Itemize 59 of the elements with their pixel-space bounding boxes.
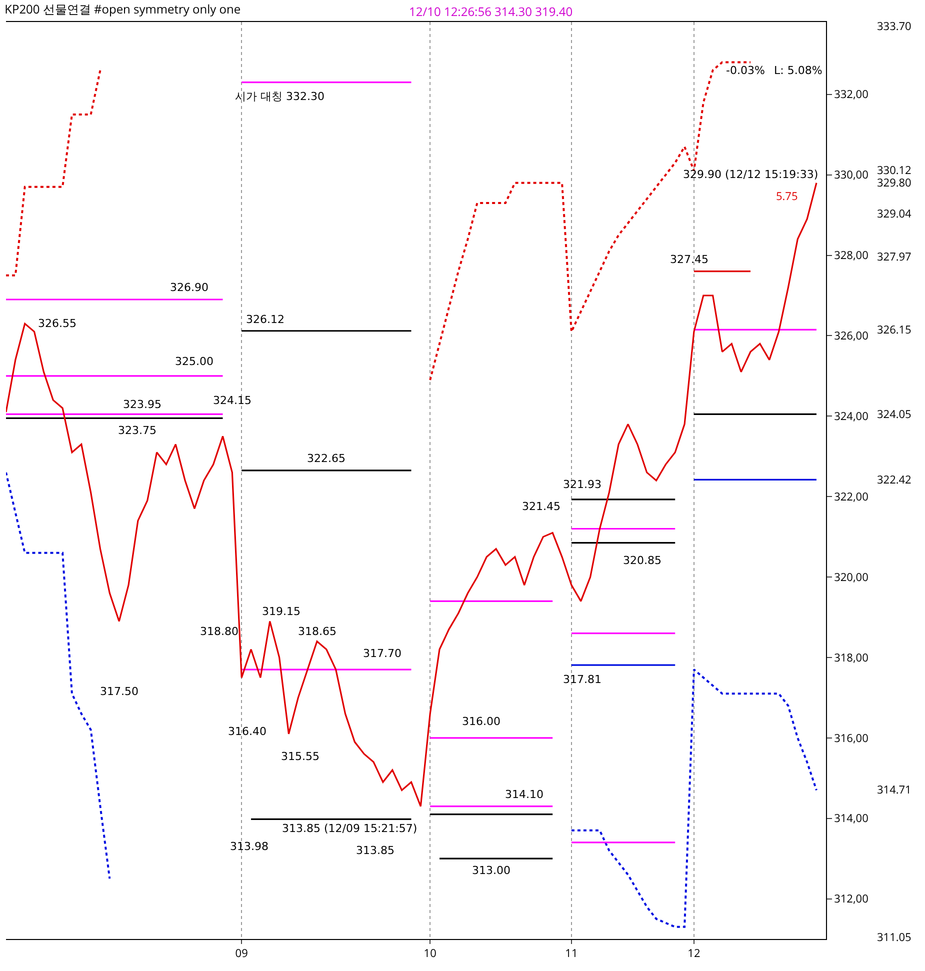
y2-tick-label: 329.04: [877, 206, 912, 222]
annotation: 326.90: [170, 281, 208, 294]
annotation: 325.00: [175, 355, 214, 368]
annotation: 322.65: [307, 452, 346, 465]
annotation: 313.00: [472, 864, 510, 877]
annotation: 329.90 (12/12 15:19:33): [683, 168, 818, 181]
annotation: 315.55: [281, 750, 320, 763]
annotation: 313.98: [230, 840, 268, 853]
y-tick-label: 318,00: [834, 650, 868, 666]
line-series: [6, 182, 818, 808]
y-tick-label: 312,00: [834, 892, 868, 907]
x-tick-label: 10: [424, 946, 436, 962]
annotation: 313.85 (12/09 15:21:57): [282, 822, 418, 835]
y2-tick-label: 324.05: [877, 406, 912, 422]
annotation: 시가 대칭 332.30: [235, 90, 324, 103]
y-tick-label: 314,00: [834, 811, 868, 826]
annotation: 318.65: [298, 625, 336, 638]
y2-tick-label: 333.70: [877, 18, 912, 34]
annotation: 323.95: [123, 398, 162, 411]
annotation: 314.10: [505, 788, 544, 801]
y-tick-label: 324,00: [834, 409, 868, 424]
y-tick-label: 328,00: [834, 248, 868, 264]
x-tick-label: 09: [235, 946, 248, 962]
y-tick-label: 326,00: [834, 328, 868, 344]
y2-tick-label: 329.80: [877, 176, 912, 191]
annotation: 326.55: [38, 317, 76, 330]
annotation: 317.81: [563, 673, 602, 686]
annotation: 327.45: [670, 253, 708, 266]
y2-tick-label: 327.97: [877, 249, 912, 264]
annotation: 5.75: [776, 189, 798, 204]
annotation: 326.12: [246, 313, 284, 326]
y-tick-label: 332,00: [834, 87, 868, 102]
x-tick-label: 12: [688, 946, 700, 962]
y2-tick-label: 326.15: [877, 322, 912, 338]
annotation: 321.45: [522, 500, 560, 513]
annotation: -0.03%: [726, 64, 765, 77]
annotation: L: 5.08%: [774, 64, 822, 77]
annotation: 316.40: [228, 725, 266, 738]
y-tick-label: 316,00: [834, 730, 868, 746]
y2-tick-label: 314.71: [877, 782, 912, 798]
annotation: 319.15: [262, 605, 300, 618]
annotation: 316.00: [462, 715, 500, 728]
y-tick-label: 320,00: [834, 570, 868, 585]
annotation: 318.80: [200, 625, 238, 638]
annotation: 324.15: [213, 394, 252, 407]
annotation: 313.85: [356, 844, 394, 857]
chart-title: KP200 선물연결 #open symmetry only one: [4, 0, 241, 18]
annotation: 323.75: [118, 424, 156, 437]
y2-tick-label: 330.12: [877, 162, 912, 178]
y-tick-label: 322,00: [834, 489, 868, 504]
chart-subtitle: 12/10 12:26:56 314.30 319.40: [409, 3, 573, 20]
y-tick-label: 330,00: [834, 168, 868, 183]
annotation: 317.50: [100, 685, 138, 698]
annotation: 317.70: [363, 647, 402, 660]
y2-tick-label: 322.42: [877, 472, 912, 488]
annotation: 320.85: [623, 554, 662, 567]
x-tick-label: 11: [565, 946, 578, 962]
annotation: 321.93: [563, 478, 602, 491]
y2-tick-label: 311.05: [877, 930, 912, 945]
